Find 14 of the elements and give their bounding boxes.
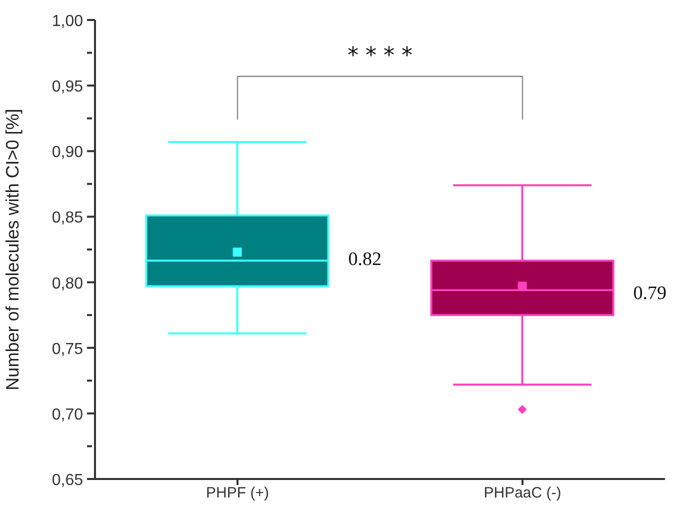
y-tick-label: 0,85 — [52, 210, 84, 227]
annotation: 0.82 — [348, 249, 382, 270]
annotation: * * * * — [348, 43, 412, 68]
y-tick-label: 0,95 — [52, 78, 84, 96]
y-tick-label: 1,00 — [52, 13, 84, 30]
y-tick-label: 0,80 — [52, 275, 84, 292]
annotation: 0.79 — [633, 283, 667, 304]
y-tick-label: 0,65 — [52, 472, 84, 489]
x-tick-label: PHPF (+) — [206, 484, 269, 502]
x-tick-label: PHPaaC (-) — [484, 484, 562, 502]
y-tick-label: 0,70 — [52, 406, 84, 424]
y-tick-label: 0,90 — [52, 144, 84, 162]
y-axis-title: Number of molecules with CI>0 [%] — [2, 108, 22, 390]
y-tick-label: 0,75 — [52, 340, 84, 358]
